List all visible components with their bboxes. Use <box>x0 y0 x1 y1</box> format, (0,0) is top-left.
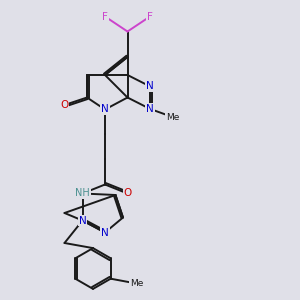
Text: NH: NH <box>75 188 90 199</box>
Text: N: N <box>79 215 86 226</box>
Text: F: F <box>102 11 108 22</box>
Text: O: O <box>60 100 69 110</box>
Text: N: N <box>101 227 109 238</box>
Text: O: O <box>123 188 132 199</box>
Text: F: F <box>147 11 153 22</box>
Text: Me: Me <box>166 112 179 122</box>
Text: N: N <box>101 104 109 115</box>
Text: Me: Me <box>130 279 143 288</box>
Text: N: N <box>146 81 154 92</box>
Text: N: N <box>146 104 154 114</box>
